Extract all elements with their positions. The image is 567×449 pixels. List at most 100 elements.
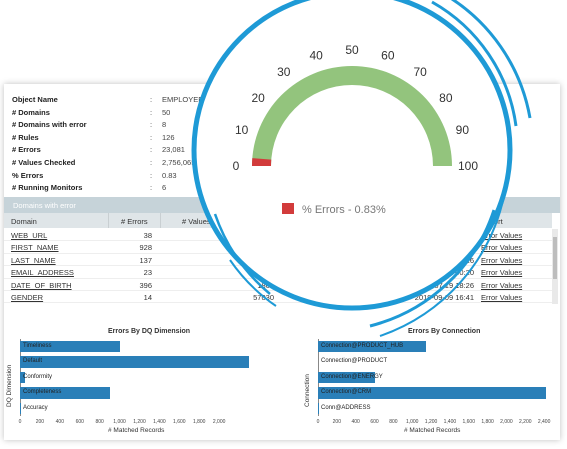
errors-cell: 396 xyxy=(139,280,152,290)
x-tick-label: 400 xyxy=(55,419,64,425)
col-values[interactable]: # Values xyxy=(182,217,211,226)
summary-separator: : xyxy=(150,145,153,155)
gauge-tick-label: 40 xyxy=(309,49,323,63)
table-row[interactable]: GENDER 14 57030 0.00 2019-09-09 16:41 Error V… xyxy=(4,291,552,304)
bar[interactable] xyxy=(318,341,427,353)
date-cell: 2:01 xyxy=(459,243,474,253)
x-tick-label: 1,400 xyxy=(153,419,166,425)
domain-link[interactable]: LAST_NAME xyxy=(11,255,56,265)
bar[interactable] xyxy=(20,387,110,399)
x-tick-label: 1,800 xyxy=(192,419,206,425)
x-tick-label: 2,400 xyxy=(537,419,551,425)
summary-value: 50 xyxy=(162,107,171,117)
error-values-link[interactable]: Error Values xyxy=(481,268,523,278)
column-divider xyxy=(474,213,475,228)
column-divider xyxy=(160,213,161,228)
summary-label: # Rules xyxy=(12,132,39,142)
domain-link[interactable]: FIRST_NAME xyxy=(11,243,59,253)
x-tick-label: 400 xyxy=(351,419,360,425)
errors-cell: 38 xyxy=(143,231,152,240)
x-tick-label: 1,000 xyxy=(405,419,419,425)
bar-category-label: Conformity xyxy=(23,373,53,380)
error-values-link[interactable]: Error Values xyxy=(481,255,523,265)
bar[interactable] xyxy=(20,356,249,368)
summary-row: # Running Monitors:6 xyxy=(12,182,212,195)
summary-row: Object Name: EMPLOYEE xyxy=(12,94,212,107)
bar-category-label: Timeliness xyxy=(23,343,52,349)
error-values-link[interactable]: Error Values xyxy=(481,243,523,253)
error-values-link[interactable]: Error Values xyxy=(481,231,523,240)
error-values-link[interactable]: Error Values xyxy=(481,292,523,302)
table-header: Domain # Errors # Values Export xyxy=(4,213,552,228)
date-cell: 2019-07 19 18:26 xyxy=(415,280,474,290)
date-cell: 2019-07-22 00:20 xyxy=(414,268,474,278)
scrollbar-thumb[interactable] xyxy=(553,237,557,279)
chart-title-dq: Errors By DQ Dimension xyxy=(108,328,191,335)
table-row[interactable]: EMAIL_ADDRESS 23 578623 2019-07-22 00:20 Err… xyxy=(4,266,552,279)
table-scrollbar[interactable] xyxy=(552,229,558,304)
x-tick-label: 200 xyxy=(35,419,45,425)
errors-cell: 137 xyxy=(139,255,152,265)
table-row[interactable]: LAST_NAME 137 58862 07 01 16 Error Values xyxy=(4,254,552,267)
bar[interactable] xyxy=(318,387,546,399)
x-tick-label: 1,800 xyxy=(481,419,494,425)
bar-category-label: Connection@CRM xyxy=(321,389,372,396)
domain-link[interactable]: DATE_OF_BIRTH xyxy=(11,280,72,290)
x-tick-label: 1,200 xyxy=(133,419,146,425)
banner-title: Domains with error xyxy=(13,201,76,210)
bar-category-label: Connection@PRODUCT_HUB xyxy=(321,343,404,349)
summary-value: 6 xyxy=(162,183,167,193)
summary-value: 0.83 xyxy=(162,170,177,180)
x-tick-label: 2,000 xyxy=(500,419,513,425)
x-tick-label: 600 xyxy=(370,419,379,425)
error-swatch xyxy=(282,203,294,214)
summary-label: # Running Monitors xyxy=(12,183,83,193)
summary-row: # Rules:126 xyxy=(12,132,212,145)
date-cell: 07 01 16 xyxy=(444,255,474,265)
domain-link[interactable]: EMAIL_ADDRESS xyxy=(11,268,74,278)
error-values-link[interactable]: Error Values xyxy=(481,280,523,290)
x-tick-label: 0 xyxy=(18,419,22,425)
summary-row: # Domains:50 xyxy=(12,107,212,120)
x-tick-label: 2,000 xyxy=(212,419,226,425)
col-errors[interactable]: # Errors xyxy=(121,217,148,226)
x-tick-label: 2,200 xyxy=(519,419,532,425)
table-row[interactable]: FIRST_NAME 928 13 2:01 Error Values xyxy=(4,241,552,254)
domain-link[interactable]: GENDER xyxy=(11,292,44,302)
gauge-legend: % Errors - 0.83% xyxy=(282,203,386,216)
x-tick-label: 200 xyxy=(332,419,341,425)
gauge-tick-label: 30 xyxy=(277,65,291,79)
errors-cell: 23 xyxy=(143,268,152,278)
values-cell: 13 xyxy=(265,243,274,253)
bar[interactable] xyxy=(20,341,120,353)
summary-label: # Domains xyxy=(12,107,50,117)
summary-value: 8 xyxy=(162,120,167,130)
bar-category-label: Accuracy xyxy=(23,404,48,411)
x-tick-label: 1,600 xyxy=(173,419,186,425)
summary-value: 2,756,065 xyxy=(162,157,196,167)
bar-category-label: Completeness xyxy=(23,389,62,396)
col-export[interactable]: Export xyxy=(481,217,503,226)
column-divider xyxy=(108,213,109,228)
x-tick-label: 600 xyxy=(75,419,84,425)
values-cell: 57030 xyxy=(253,292,274,302)
gauge-tick-label: 70 xyxy=(414,65,428,79)
bar-category-label: Connection@ENERGY xyxy=(321,373,383,380)
percent-cell: 0.00 xyxy=(356,292,371,302)
col-domain[interactable]: Domain xyxy=(11,217,37,226)
gauge-tick-label: 60 xyxy=(381,49,395,63)
errors-cell: 14 xyxy=(143,292,152,302)
gauge-legend-label: % Errors - 0.83% xyxy=(302,204,386,216)
domain-link[interactable]: WEB_URL xyxy=(11,231,48,240)
y-axis-title: DQ Dimension xyxy=(6,364,13,407)
bar[interactable] xyxy=(20,371,25,384)
table-row[interactable]: WEB_URL 38 9:2 Error Values xyxy=(4,229,552,242)
bar[interactable] xyxy=(318,371,375,384)
x-tick-label: 1,600 xyxy=(462,419,475,425)
gauge-tick-label: 50 xyxy=(345,43,359,57)
bar[interactable] xyxy=(20,402,21,414)
summary-label: Object Name xyxy=(12,95,58,104)
summary-label: # Values Checked xyxy=(12,157,76,167)
table-row[interactable]: DATE_OF_BIRTH 396 1860 2019-07 19 18:26 Erro… xyxy=(4,279,552,291)
x-tick-label: 1,400 xyxy=(443,419,457,425)
